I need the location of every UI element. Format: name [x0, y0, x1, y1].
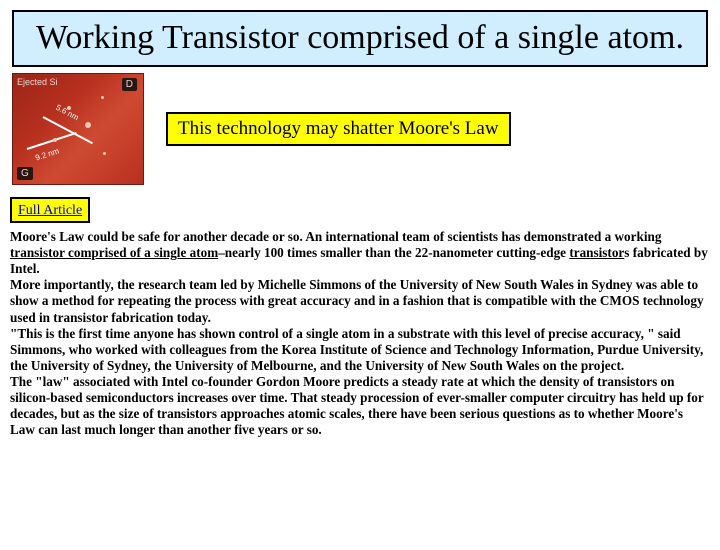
- thumb-speck: [85, 122, 91, 128]
- body-p1b: –nearly 100 times smaller than the 22-na…: [218, 245, 569, 260]
- body-p4: The "law" associated with Intel co-found…: [10, 374, 704, 437]
- title-box: Working Transistor comprised of a single…: [12, 10, 708, 67]
- body-highlight-1: transistor comprised of a single atom: [10, 245, 218, 260]
- thumb-g-label: G: [17, 167, 33, 180]
- subtitle-box: This technology may shatter Moore's Law: [166, 112, 511, 146]
- thumb-speck: [53, 138, 57, 142]
- thumb-d-label: D: [122, 78, 137, 91]
- microscope-thumbnail: Ejected Si D G 5.6 nm 9.2 nm: [12, 73, 144, 185]
- page-title: Working Transistor comprised of a single…: [22, 18, 698, 57]
- body-p1a: Moore's Law could be safe for another de…: [10, 229, 661, 244]
- thumb-speck: [103, 152, 106, 155]
- hero-row: Ejected Si D G 5.6 nm 9.2 nm This techno…: [12, 73, 720, 185]
- thumb-corner-label: Ejected Si: [17, 78, 58, 88]
- full-article-box: Full Article: [10, 197, 90, 223]
- body-p3: "This is the first time anyone has shown…: [10, 326, 703, 373]
- thumb-measure-2: 9.2 nm: [34, 147, 60, 163]
- thumb-speck: [101, 96, 104, 99]
- subtitle: This technology may shatter Moore's Law: [178, 118, 499, 140]
- article-body: Moore's Law could be safe for another de…: [10, 229, 710, 438]
- full-article-link[interactable]: Full Article: [18, 203, 82, 218]
- body-highlight-2: transistor: [569, 245, 624, 260]
- body-p2: More importantly, the research team led …: [10, 277, 704, 324]
